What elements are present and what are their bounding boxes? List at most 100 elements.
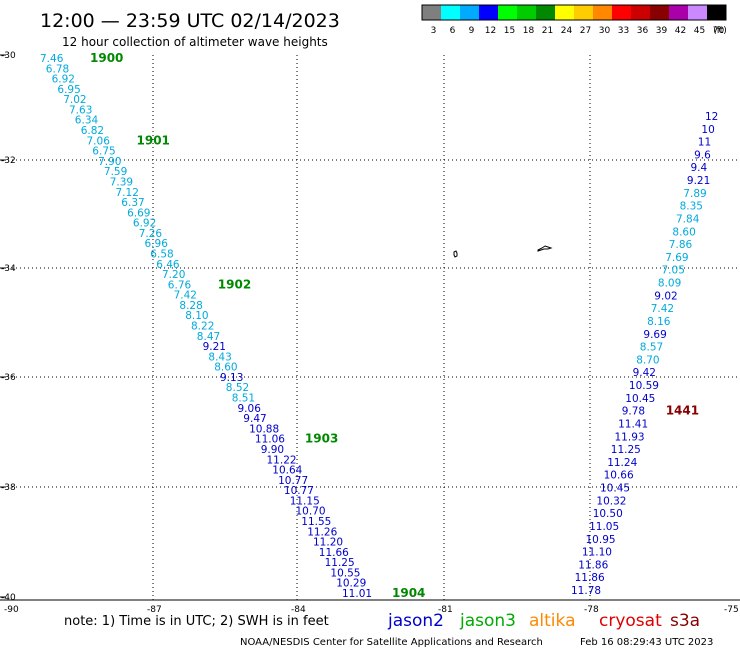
wave-height-label: 12	[705, 111, 718, 123]
wave-height-label: 7.63	[69, 104, 92, 116]
graticule	[0, 54, 740, 600]
wave-height-label: 7.42	[174, 290, 197, 302]
wave-height-label: 9.21	[203, 341, 226, 353]
wave-height-label: 10.55	[330, 567, 360, 579]
wave-height-label: 6.95	[57, 84, 80, 96]
wave-height-label: 10.95	[586, 534, 616, 546]
wave-height-label: 7.20	[162, 269, 185, 281]
latitude-tick-label: -32	[1, 156, 16, 166]
legend-swatch	[669, 5, 688, 20]
wave-height-label: 8.47	[197, 331, 220, 343]
wave-height-label: 11.26	[307, 526, 337, 538]
wave-height-label: 8.70	[636, 354, 659, 366]
wave-height-label: 6.69	[127, 207, 150, 219]
wave-height-label: 7.05	[662, 265, 685, 277]
wave-height-label: 9.4	[691, 162, 708, 174]
legend-bin-label: 15	[504, 26, 515, 36]
legend-swatch	[707, 5, 726, 20]
wave-height-label: 6.92	[52, 74, 75, 86]
longitude-tick-label: -78	[584, 605, 599, 615]
wave-height-label: 9.6	[694, 149, 711, 161]
legend-bin-label: 70	[713, 26, 725, 36]
wave-height-label: 11.78	[571, 585, 601, 597]
wave-height-label: 6.37	[121, 197, 144, 209]
latitude-tick-labels: -30 -32 -34 -36 -38 -40	[1, 51, 16, 603]
wave-height-label: 11.20	[313, 537, 343, 549]
legend-bin-label: 30	[599, 26, 611, 36]
wave-height-label: 7.06	[87, 135, 111, 147]
longitude-tick-label: -81	[438, 605, 453, 615]
wave-height-label: 10.88	[249, 423, 279, 435]
legend-swatch	[612, 5, 631, 20]
legend-bin-label: 12	[485, 26, 496, 36]
legend-swatch	[479, 5, 498, 20]
legend-swatch	[441, 5, 460, 20]
wave-height-label: 10.77	[284, 485, 314, 497]
wave-height-label: 10.59	[629, 380, 659, 392]
wave-height-label: 10	[701, 124, 714, 136]
wave-height-label: 7.69	[665, 252, 688, 264]
wave-height-label: 8.09	[658, 278, 681, 290]
wave-height-label: 7.02	[63, 94, 86, 106]
wave-height-label: 6.34	[75, 115, 99, 127]
wave-height-label: 10.45	[625, 393, 655, 405]
legend-swatch	[574, 5, 593, 20]
wave-height-label: 7.84	[676, 214, 700, 226]
page-subtitle: 12 hour collection of altimeter wave hei…	[62, 35, 328, 49]
wave-height-label: 7.39	[110, 177, 133, 189]
wave-height-label: 7.42	[651, 303, 674, 315]
longitude-tick-label: -84	[291, 605, 306, 615]
wave-height-label: 11.15	[290, 495, 320, 507]
island-outlines	[453, 245, 553, 258]
latitude-tick-label: -36	[1, 373, 16, 383]
wave-height-label: 8.60	[672, 226, 695, 238]
legend-bin-label: 45	[694, 26, 705, 36]
satellite-track-west: 7.466.786.926.957.027.636.346.827.066.75…	[40, 51, 425, 600]
legend-bin-label: 33	[618, 26, 629, 36]
wave-height-label: 9.02	[654, 290, 677, 302]
latitude-tick-label: -40	[1, 593, 16, 603]
wave-height-label: 8.22	[191, 321, 214, 333]
wave-height-label: 7.86	[669, 239, 693, 251]
island-outline	[537, 245, 553, 252]
wave-height-label: 11.86	[578, 559, 608, 571]
wave-height-label: 9.78	[622, 406, 645, 418]
wave-height-label: 6.76	[168, 279, 192, 291]
wave-height-label: 11.05	[589, 521, 619, 533]
wave-height-label: 10.32	[596, 495, 626, 507]
wave-height-label: 6.92	[133, 218, 156, 230]
wave-height-label: 8.35	[680, 201, 703, 213]
pass-time-label: 1904	[392, 586, 425, 600]
wave-height-label: 7.26	[139, 228, 163, 240]
legend-bin-label: 9	[469, 26, 475, 36]
legend-frame	[421, 4, 727, 21]
legend-swatch	[631, 5, 650, 20]
legend-swatch	[422, 5, 441, 20]
wave-height-label: 6.58	[150, 249, 173, 261]
wave-height-label: 7.59	[104, 166, 127, 178]
wave-height-label: 11.25	[611, 444, 641, 456]
wave-height-label: 11.41	[618, 419, 648, 431]
legend-bin-label: 21	[542, 26, 553, 36]
wave-height-label: 11.66	[319, 547, 349, 559]
pass-time-label: 1902	[218, 277, 251, 291]
wave-height-label: 10.66	[604, 470, 634, 482]
pass-time-label: 1901	[137, 133, 170, 147]
legend-swatch	[536, 5, 555, 20]
wave-height-label: 11.55	[301, 516, 331, 528]
wave-height-label: 11.10	[582, 547, 612, 559]
wave-height-label: 8.57	[640, 342, 663, 354]
wave-height-label: 9.21	[687, 175, 710, 187]
legend-swatch	[650, 5, 669, 20]
wave-height-label: 11.25	[325, 557, 355, 569]
wave-height-label: 9.90	[261, 444, 284, 456]
wave-height-label: 10.45	[600, 483, 630, 495]
longitude-tick-label: -75	[724, 605, 739, 615]
wave-height-label: 8.28	[179, 300, 202, 312]
wave-height-label: 9.69	[643, 329, 666, 341]
wave-height-label: 11.93	[615, 431, 645, 443]
wave-height-label: 6.96	[145, 238, 169, 250]
wave-height-label: 9.42	[633, 367, 656, 379]
wave-height-label: 9.06	[238, 403, 262, 415]
